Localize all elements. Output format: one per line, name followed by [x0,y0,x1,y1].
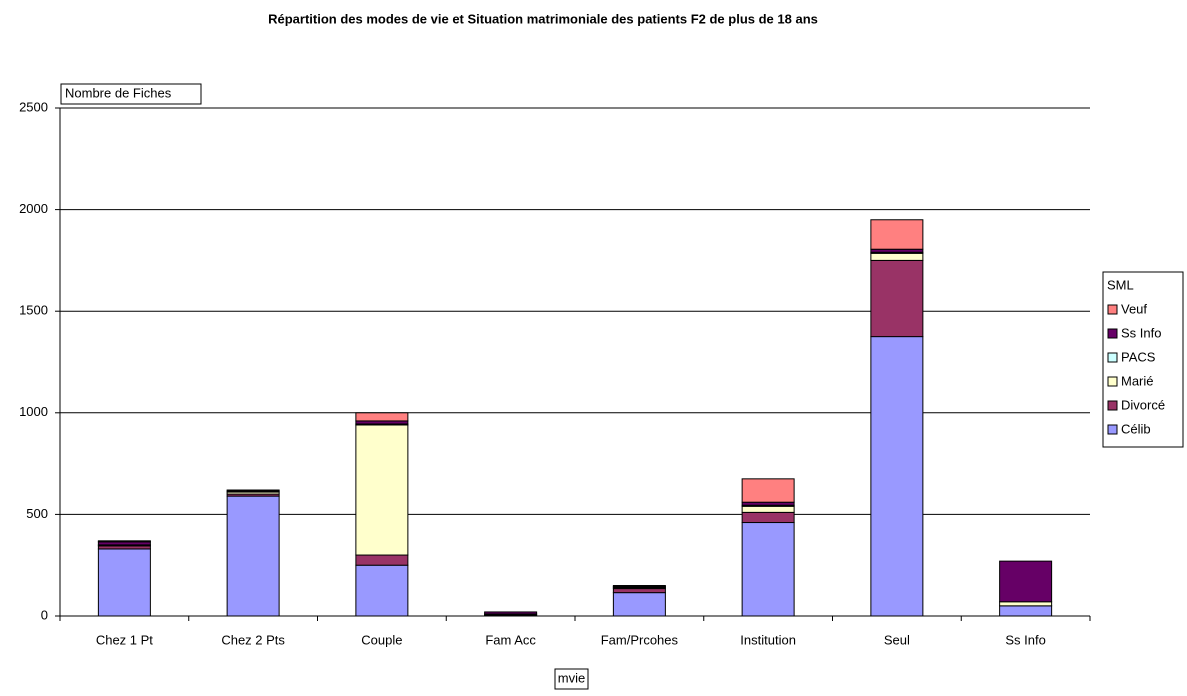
x-tick-label: Fam Acc [485,632,536,647]
bar-segment [97,548,151,617]
bar-segment [612,585,666,588]
bar-segment [355,412,409,422]
bar-segment [226,495,280,617]
legend-swatch [1107,400,1118,411]
x-tick-label: Seul [884,632,910,647]
x-tick-label: Institution [740,632,796,647]
bar-segment [612,592,666,617]
x-tick-label: Chez 1 Pt [96,632,153,647]
legend-swatch [1107,304,1118,315]
legend-label: Veuf [1121,301,1147,316]
bar-segment [999,605,1053,617]
bar-segment [870,259,924,338]
legend-swatch [1107,328,1118,339]
y-tick-label: 500 [26,506,48,521]
y-tick-label: 2000 [19,201,48,216]
bar-segment [870,252,924,261]
bar-segment [999,601,1053,607]
bar-segment [741,522,795,617]
x-tick-label: Ss Info [1005,632,1045,647]
legend-label: Ss Info [1121,325,1161,340]
bar-segment [612,588,666,594]
legend-label: Divorcé [1121,397,1165,412]
bar-segment [355,564,409,617]
bar-segment [870,219,924,250]
y-tick-label: 1500 [19,303,48,318]
bar-segment [355,554,409,566]
legend-swatch [1107,424,1118,435]
x-tick-label: Fam/Prcohes [601,632,679,647]
x-tick-label: Chez 2 Pts [221,632,285,647]
legend-label: PACS [1121,349,1156,364]
y-label-box [60,83,202,105]
bar-segment [999,560,1053,603]
y-tick-label: 2500 [19,99,48,114]
x-label-box [554,668,589,690]
bar-segment [355,424,409,556]
y-axis-label: Nombre de Fiches [65,85,172,100]
x-axis-label: mvie [558,670,585,685]
legend-title: SML [1107,277,1134,292]
legend-swatch [1107,376,1118,387]
bar-segment [484,611,538,615]
bar-segment [97,540,151,543]
legend-swatch [1107,352,1118,363]
bar-segment [870,336,924,617]
bar-segment [741,511,795,524]
x-tick-label: Couple [361,632,402,647]
bar-segment [226,489,280,492]
y-tick-label: 1000 [19,404,48,419]
bar-segment [741,478,795,503]
legend-label: Célib [1121,421,1151,436]
bar-segment [741,505,795,513]
y-tick-label: 0 [41,607,48,622]
legend-label: Marié [1121,373,1154,388]
chart-title: Répartition des modes de vie et Situatio… [268,11,818,26]
